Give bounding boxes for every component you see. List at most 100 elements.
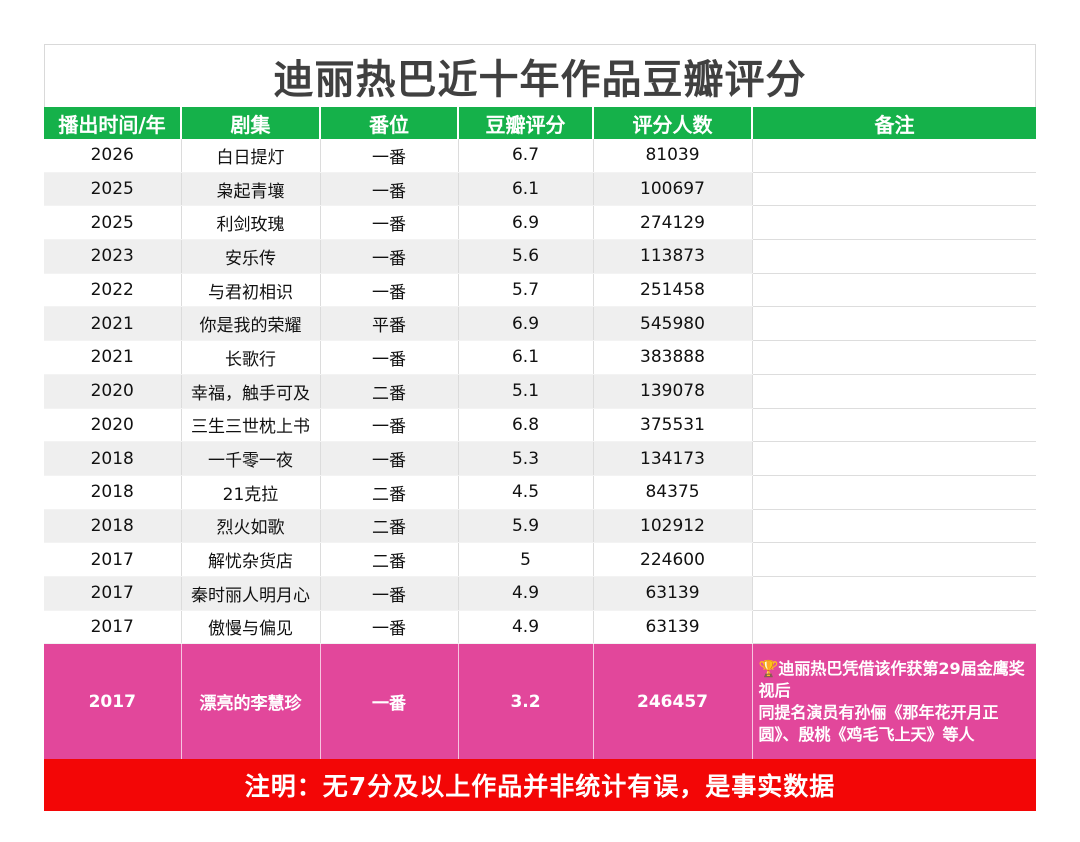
cell-drama: 一千零一夜 xyxy=(181,441,321,476)
cell-billing: 二番 xyxy=(320,374,459,409)
table-row: 2021 长歌行 一番 6.1 383888 xyxy=(44,340,1036,375)
cell-raters: 100697 xyxy=(593,172,753,207)
cell-raters: 84375 xyxy=(593,475,753,510)
cell-year: 2026 xyxy=(44,139,182,173)
cell-billing: 一番 xyxy=(320,239,459,274)
cell-remark xyxy=(752,306,1036,342)
cell-year: 2025 xyxy=(44,205,182,241)
table-row: 2018 烈火如歌 二番 5.9 102912 xyxy=(44,509,1036,544)
cell-year: 2018 xyxy=(44,509,182,544)
remark-nominees: 同提名演员有孙俪《那年花开月正圆》、殷桃《鸡毛飞上天》等人 xyxy=(758,702,999,744)
cell-year: 2017 xyxy=(44,643,182,760)
cell-drama: 漂亮的李慧珍 xyxy=(181,643,321,760)
cell-score: 6.7 xyxy=(458,139,594,173)
cell-billing: 一番 xyxy=(320,205,459,241)
table-row: 2017 傲慢与偏见 一番 4.9 63139 xyxy=(44,610,1036,645)
cell-billing: 一番 xyxy=(320,643,459,760)
header-billing: 番位 xyxy=(320,107,459,139)
cell-score: 5.1 xyxy=(458,374,594,409)
header-remarks: 备注 xyxy=(752,107,1036,139)
cell-raters: 102912 xyxy=(593,509,753,544)
cell-drama: 秦时丽人明月心 xyxy=(181,576,321,611)
cell-raters: 375531 xyxy=(593,408,753,443)
table-row: 2022 与君初相识 一番 5.7 251458 xyxy=(44,273,1036,308)
cell-raters: 224600 xyxy=(593,542,753,577)
cell-drama: 枭起青壤 xyxy=(181,172,321,207)
cell-year: 2022 xyxy=(44,273,182,308)
header-year: 播出时间/年 xyxy=(44,107,182,139)
cell-raters: 113873 xyxy=(593,239,753,274)
cell-year: 2025 xyxy=(44,172,182,207)
footer-note: 注明：无7分及以上作品并非统计有误，是事实数据 xyxy=(44,759,1036,812)
cell-score: 5 xyxy=(458,542,594,577)
header-rater-count: 评分人数 xyxy=(593,107,753,139)
cell-score: 6.9 xyxy=(458,306,594,342)
cell-remark xyxy=(752,475,1036,510)
cell-raters: 383888 xyxy=(593,340,753,375)
cell-year: 2023 xyxy=(44,239,182,274)
cell-year: 2021 xyxy=(44,340,182,375)
cell-score: 5.6 xyxy=(458,239,594,274)
cell-remark xyxy=(752,576,1036,611)
trophy-icon: 🏆 xyxy=(758,658,779,678)
cell-drama: 烈火如歌 xyxy=(181,509,321,544)
cell-drama: 安乐传 xyxy=(181,239,321,274)
cell-billing: 二番 xyxy=(320,475,459,510)
cell-billing: 一番 xyxy=(320,172,459,207)
cell-score: 6.9 xyxy=(458,205,594,241)
sheet-title: 迪丽热巴近十年作品豆瓣评分 xyxy=(44,44,1036,107)
cell-billing: 一番 xyxy=(320,139,459,173)
cell-remark xyxy=(752,542,1036,577)
cell-billing: 一番 xyxy=(320,610,459,645)
cell-raters: 134173 xyxy=(593,441,753,476)
cell-score: 6.1 xyxy=(458,172,594,207)
cell-remark xyxy=(752,408,1036,443)
cell-raters: 63139 xyxy=(593,610,753,645)
cell-remark: 🏆迪丽热巴凭借该作获第29届金鹰奖视后 同提名演员有孙俪《那年花开月正圆》、殷桃… xyxy=(752,643,1036,760)
cell-drama: 你是我的荣耀 xyxy=(181,306,321,342)
cell-remark xyxy=(752,509,1036,544)
header-douban-score: 豆瓣评分 xyxy=(458,107,594,139)
cell-remark xyxy=(752,172,1036,207)
table-row: 2020 三生三世枕上书 一番 6.8 375531 xyxy=(44,408,1036,443)
cell-score: 4.5 xyxy=(458,475,594,510)
cell-year: 2020 xyxy=(44,408,182,443)
cell-score: 3.2 xyxy=(458,643,594,760)
cell-year: 2017 xyxy=(44,610,182,645)
cell-drama: 21克拉 xyxy=(181,475,321,510)
cell-drama: 白日提灯 xyxy=(181,139,321,173)
cell-remark xyxy=(752,273,1036,308)
cell-drama: 三生三世枕上书 xyxy=(181,408,321,443)
cell-score: 5.7 xyxy=(458,273,594,308)
cell-remark xyxy=(752,239,1036,274)
cell-drama: 傲慢与偏见 xyxy=(181,610,321,645)
table-row: 2020 幸福，触手可及 二番 5.1 139078 xyxy=(44,374,1036,409)
cell-raters: 139078 xyxy=(593,374,753,409)
highlight-row: 2017 漂亮的李慧珍 一番 3.2 246457 🏆迪丽热巴凭借该作获第29届… xyxy=(44,643,1036,760)
cell-score: 6.1 xyxy=(458,340,594,375)
cell-remark xyxy=(752,441,1036,476)
table-row: 2023 安乐传 一番 5.6 113873 xyxy=(44,239,1036,274)
ratings-table: 播出时间/年 剧集 番位 豆瓣评分 评分人数 备注 2026 白日提灯 一番 6.7 8… xyxy=(44,107,1036,760)
cell-raters: 81039 xyxy=(593,139,753,173)
rating-sheet: 迪丽热巴近十年作品豆瓣评分 播出时间/年 剧集 番位 豆瓣评分 评分人数 备注 … xyxy=(44,44,1036,812)
cell-drama: 长歌行 xyxy=(181,340,321,375)
cell-score: 4.9 xyxy=(458,576,594,611)
cell-year: 2017 xyxy=(44,576,182,611)
cell-billing: 一番 xyxy=(320,441,459,476)
cell-score: 5.3 xyxy=(458,441,594,476)
cell-year: 2018 xyxy=(44,441,182,476)
cell-remark xyxy=(752,340,1036,375)
header-row: 播出时间/年 剧集 番位 豆瓣评分 评分人数 备注 xyxy=(44,107,1036,139)
cell-drama: 与君初相识 xyxy=(181,273,321,308)
header-drama: 剧集 xyxy=(181,107,321,139)
table-row: 2025 利剑玫瑰 一番 6.9 274129 xyxy=(44,205,1036,241)
cell-raters: 545980 xyxy=(593,306,753,342)
cell-year: 2018 xyxy=(44,475,182,510)
cell-billing: 一番 xyxy=(320,273,459,308)
cell-raters: 251458 xyxy=(593,273,753,308)
table-row: 2018 一千零一夜 一番 5.3 134173 xyxy=(44,441,1036,476)
table-row: 2021 你是我的荣耀 平番 6.9 545980 xyxy=(44,306,1036,342)
table-row: 2026 白日提灯 一番 6.7 81039 xyxy=(44,139,1036,173)
cell-score: 6.8 xyxy=(458,408,594,443)
